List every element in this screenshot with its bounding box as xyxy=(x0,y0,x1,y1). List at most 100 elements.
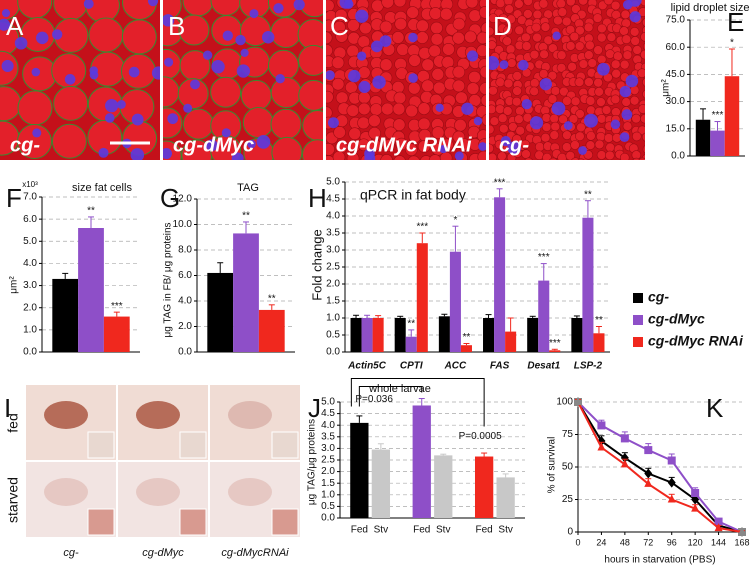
chart-title: size fat cells xyxy=(72,182,132,194)
nucleus xyxy=(14,36,28,50)
cell xyxy=(407,155,420,160)
cell xyxy=(642,18,645,27)
nucleus xyxy=(372,75,386,89)
cell xyxy=(479,164,491,176)
cell xyxy=(373,165,385,177)
y-tick-label: 5.0 xyxy=(326,177,340,188)
cell xyxy=(650,90,659,99)
micrograph-label: cg-dMyc xyxy=(173,134,254,156)
inset xyxy=(271,431,299,459)
cell xyxy=(652,33,661,42)
x-tick-label: Fed xyxy=(351,525,368,536)
nucleus xyxy=(439,144,448,154)
cell xyxy=(465,0,479,9)
nucleus xyxy=(202,50,213,60)
cell xyxy=(620,9,631,20)
y-tick-label: 4.5 xyxy=(321,408,335,419)
marker xyxy=(691,489,700,497)
legend-label: cg- xyxy=(648,289,669,305)
panel-label: I xyxy=(4,393,11,423)
cell xyxy=(498,123,509,134)
cell xyxy=(489,143,494,154)
chart: 0.00.51.01.52.02.53.03.54.04.55.0 whole l… xyxy=(307,378,525,536)
cell xyxy=(489,26,495,37)
cell xyxy=(88,17,124,53)
y-tick-label: 75.0 xyxy=(666,15,686,26)
cell xyxy=(502,106,513,116)
column-label: cg-dMyc xyxy=(142,547,184,559)
y-tick-label: 75 xyxy=(562,429,574,440)
nucleus xyxy=(371,40,383,53)
cell xyxy=(571,157,580,160)
cell xyxy=(381,102,394,116)
chart-title: lipid droplet size xyxy=(671,2,750,14)
cell xyxy=(466,82,480,95)
y-tick-label: 100 xyxy=(556,397,573,408)
nucleus xyxy=(408,73,418,83)
cell xyxy=(605,150,615,160)
cell xyxy=(440,7,453,21)
cell xyxy=(647,81,656,90)
cell xyxy=(593,77,603,88)
x-tick-label: Fed xyxy=(413,525,430,536)
significance: *** xyxy=(111,301,123,312)
cell xyxy=(242,106,274,138)
nucleus xyxy=(235,34,246,46)
cell xyxy=(394,17,408,31)
cell xyxy=(650,143,659,152)
nucleus xyxy=(98,147,109,158)
cell xyxy=(406,6,419,19)
cell xyxy=(556,50,567,61)
y-tick-label: 1.0 xyxy=(23,324,37,335)
chart-title: qPCR in fat body xyxy=(360,187,466,203)
nucleus xyxy=(327,117,339,129)
cell xyxy=(631,131,642,142)
y-tick-label: 0.0 xyxy=(671,151,685,162)
cell xyxy=(121,19,157,55)
nucleus xyxy=(32,128,42,138)
cell xyxy=(642,145,645,154)
cell xyxy=(431,126,445,139)
micrograph xyxy=(326,0,491,177)
nucleus xyxy=(628,0,642,7)
cell xyxy=(621,34,632,45)
cell xyxy=(396,43,409,56)
cell xyxy=(521,41,532,51)
x-tick-label: CPTI xyxy=(400,361,423,372)
marker xyxy=(644,468,653,479)
bracket xyxy=(350,378,485,427)
significance: ** xyxy=(584,189,592,200)
cell xyxy=(553,15,563,26)
cell xyxy=(596,114,607,124)
y-multiplier: x10³ xyxy=(22,180,38,189)
panel-label: D xyxy=(493,11,512,41)
nucleus xyxy=(275,74,285,84)
y-axis-label: μm² xyxy=(9,276,20,294)
panel-label: A xyxy=(6,11,24,41)
cell xyxy=(476,44,486,58)
y-axis-label: Fold change xyxy=(309,229,324,301)
y-tick-label: 2.0 xyxy=(321,466,335,477)
panel-label: E xyxy=(727,7,744,37)
cell xyxy=(391,31,405,44)
cell xyxy=(346,152,360,160)
cell xyxy=(357,116,370,130)
y-axis-label: % of survival xyxy=(547,437,558,494)
significance: ** xyxy=(595,315,603,326)
nucleus xyxy=(151,66,160,80)
bar xyxy=(593,333,605,352)
cell xyxy=(540,132,551,143)
cell xyxy=(561,142,572,152)
y-tick-label: 2.0 xyxy=(326,279,340,290)
cell xyxy=(524,157,533,160)
cell xyxy=(514,0,524,9)
y-tick-label: 8.0 xyxy=(178,245,192,256)
panel-label: B xyxy=(168,11,185,41)
x-tick-label: Stv xyxy=(498,525,512,536)
cell xyxy=(521,32,531,43)
nucleus xyxy=(104,113,115,123)
cell xyxy=(417,102,431,115)
nucleus xyxy=(221,128,231,138)
cell xyxy=(641,132,645,142)
bar xyxy=(434,455,453,518)
